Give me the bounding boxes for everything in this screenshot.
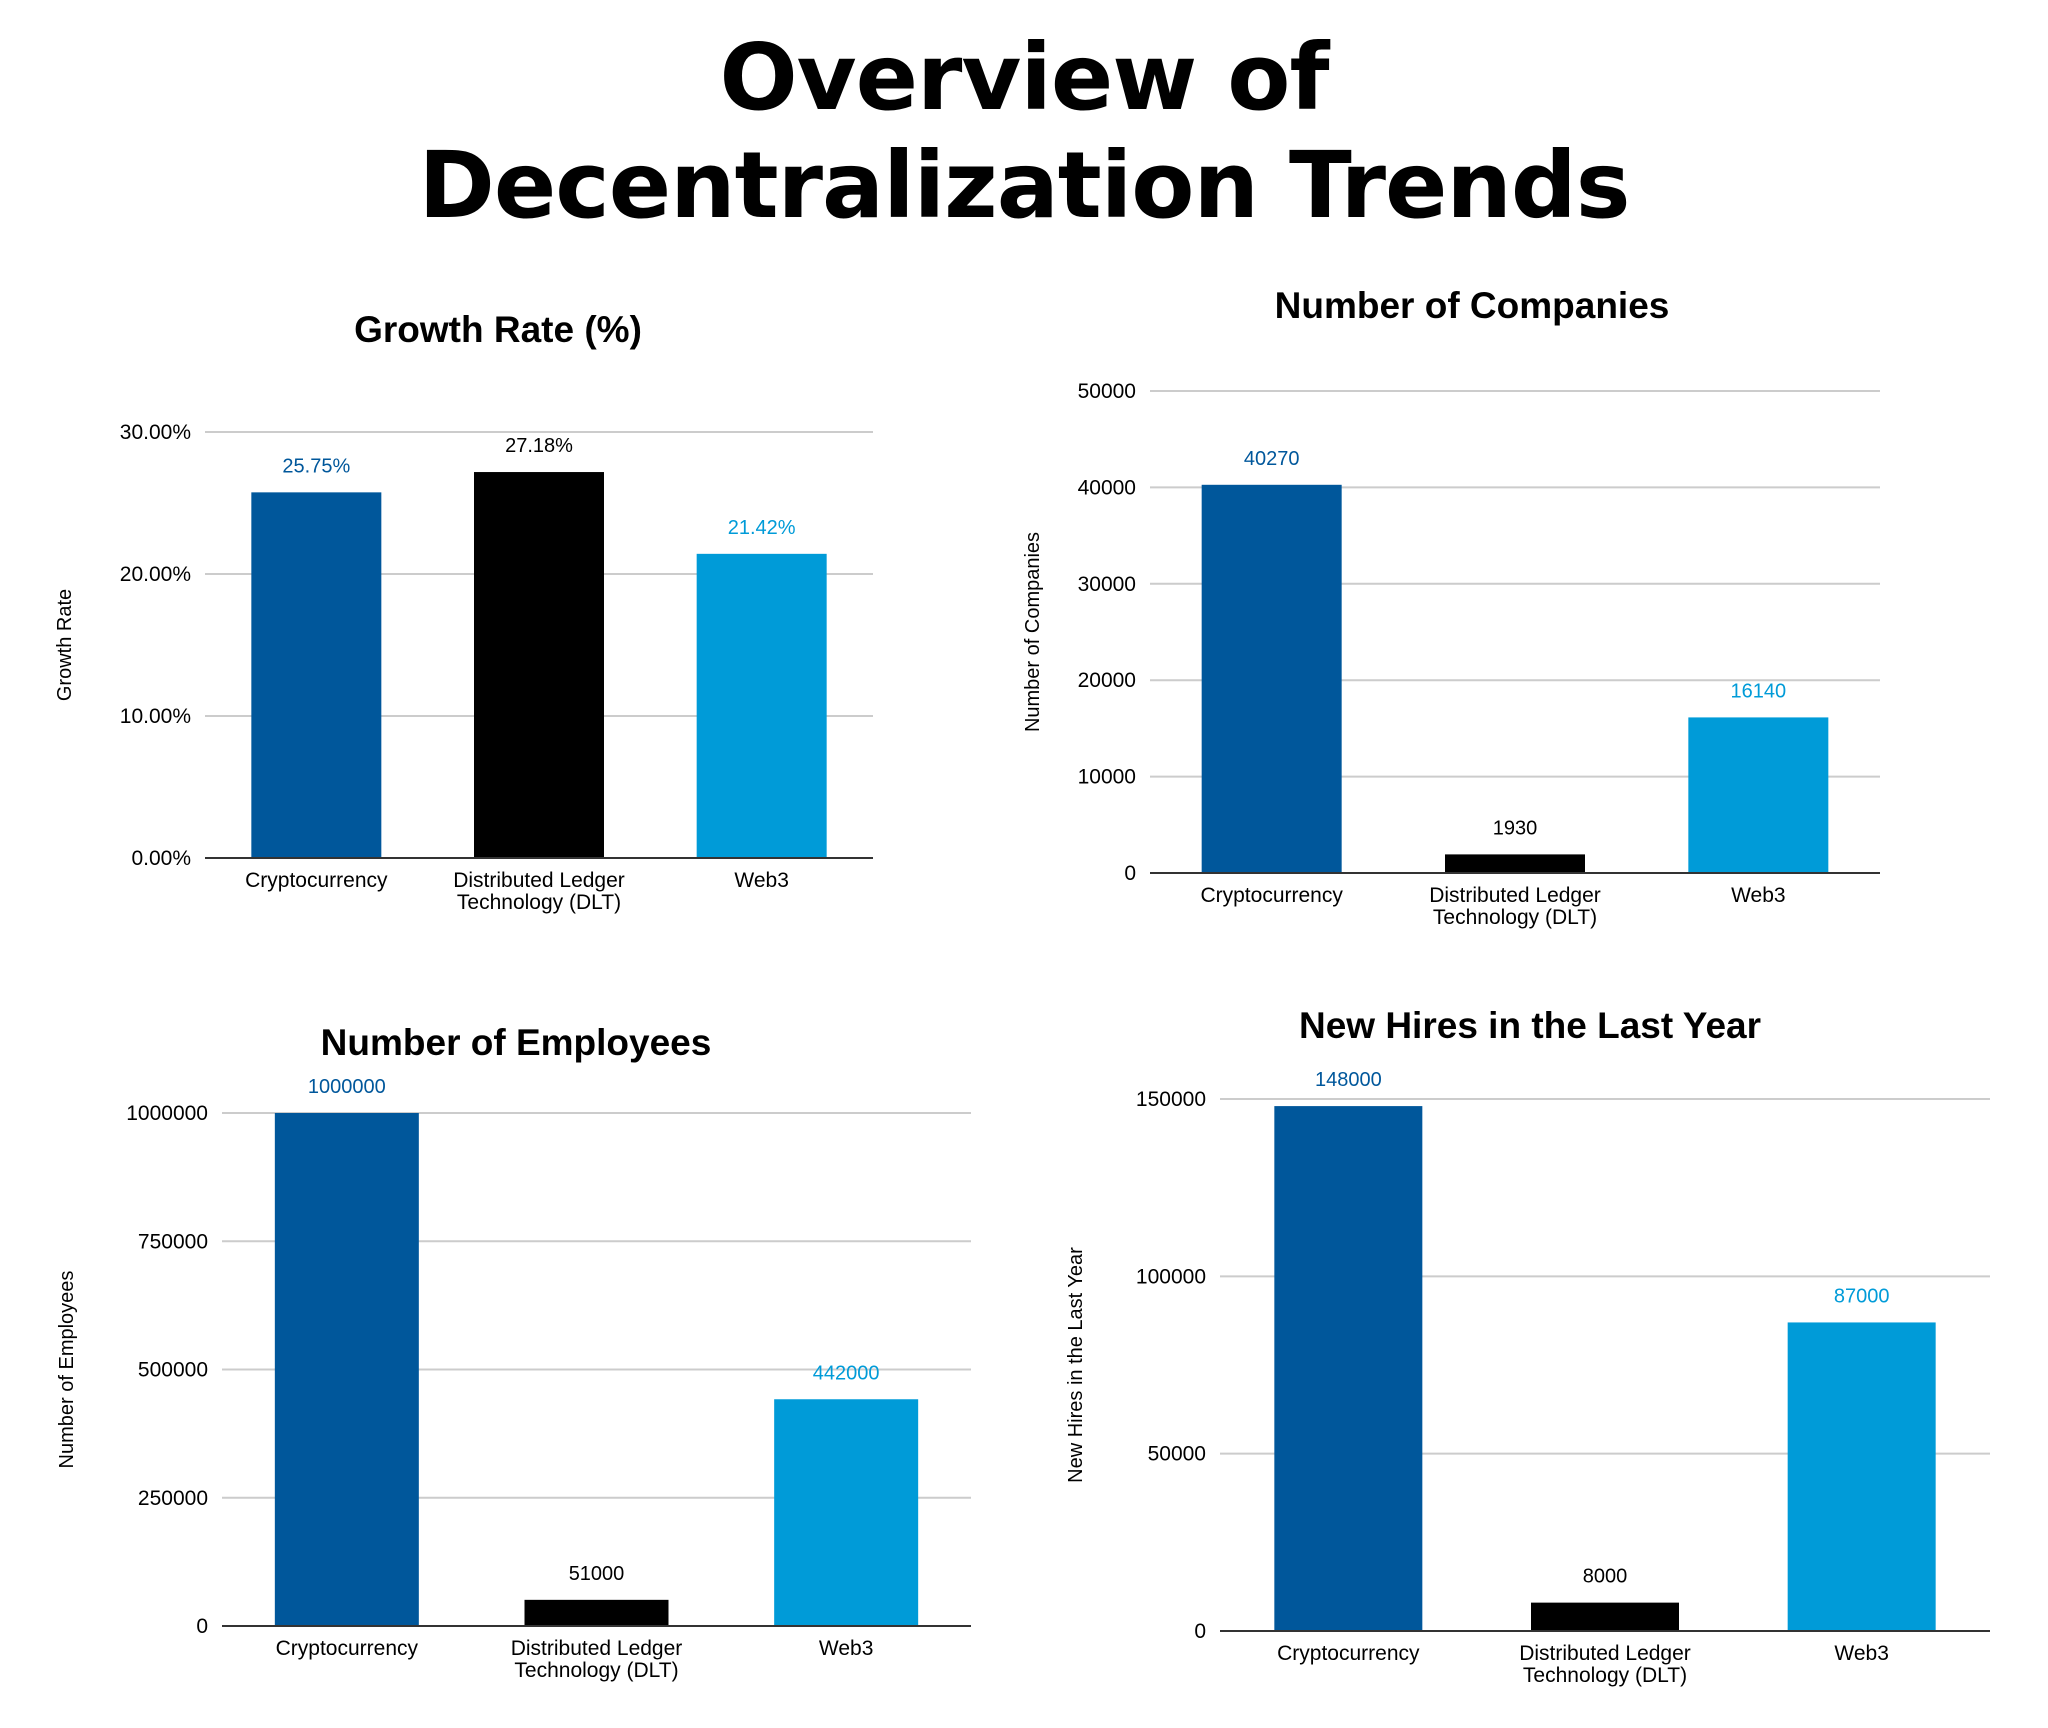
companies-bar <box>1688 717 1829 873</box>
new-hires-data-label: 148000 <box>1315 1069 1382 1091</box>
new-hires-y-tick-label: 150000 <box>1136 1088 1206 1111</box>
companies-y-tick-label: 20000 <box>1078 669 1136 692</box>
growth-rate-bar <box>251 492 382 858</box>
new-hires-data-label: 8000 <box>1583 1566 1628 1588</box>
companies-category-label: Cryptocurrency <box>1200 884 1343 907</box>
companies-y-tick-label: 10000 <box>1078 766 1136 789</box>
companies-chart-title: Number of Companies <box>1275 285 1670 326</box>
page-title-line-2: Decentralization Trends <box>418 132 1630 239</box>
employees-y-tick-label: 250000 <box>138 1487 208 1510</box>
new-hires-bar <box>1274 1106 1423 1631</box>
employees-data-label: 1000000 <box>308 1076 386 1098</box>
companies-bar <box>1445 854 1585 873</box>
employees-chart-title: Number of Employees <box>321 1022 712 1063</box>
companies-data-label: 16140 <box>1731 680 1787 702</box>
companies-category-label: Web3 <box>1731 884 1785 907</box>
companies-y-tick-label: 30000 <box>1078 573 1136 596</box>
new-hires-data-label: 87000 <box>1834 1285 1890 1307</box>
growth-rate-bar <box>474 472 604 858</box>
growth-rate-category-label: Cryptocurrency <box>245 869 388 892</box>
new-hires-bar <box>1531 1602 1679 1631</box>
companies-category-label: Distributed Ledger <box>1429 884 1601 907</box>
new-hires-chart-title: New Hires in the Last Year <box>1299 1005 1761 1046</box>
employees-y-tick-label: 500000 <box>138 1359 208 1382</box>
new-hires-category-label: Distributed Ledger <box>1519 1642 1691 1665</box>
growth-rate-y-tick-label: 20.00% <box>120 563 191 586</box>
employees-category-label: Cryptocurrency <box>276 1637 419 1660</box>
growth-rate-category-label: Distributed Ledger <box>453 869 625 892</box>
new-hires-category-label: Cryptocurrency <box>1277 1642 1420 1665</box>
new-hires-y-tick-label: 100000 <box>1136 1265 1206 1288</box>
new-hires-y-tick-label: 50000 <box>1148 1443 1206 1466</box>
growth-rate-data-label: 27.18% <box>505 435 573 457</box>
growth-rate-chart-title: Growth Rate (%) <box>354 309 642 350</box>
new-hires-y-tick-label: 0 <box>1194 1620 1206 1643</box>
growth-rate-y-tick-label: 10.00% <box>120 705 191 728</box>
page-title-line-1: Overview of <box>719 24 1329 131</box>
employees-y-axis-label: Number of Employees <box>56 1271 78 1469</box>
page-title: Overview of Decentralization Trends <box>0 24 2048 240</box>
companies-y-tick-label: 50000 <box>1078 380 1136 403</box>
employees-category-label: Distributed Ledger <box>511 1637 683 1660</box>
employees-y-tick-label: 0 <box>196 1615 208 1638</box>
growth-rate-y-axis-label: Growth Rate <box>54 589 76 701</box>
new-hires-y-axis-label: New Hires in the Last Year <box>1065 1247 1087 1483</box>
employees-data-label: 51000 <box>569 1563 625 1585</box>
growth-rate-category-label: Web3 <box>734 869 788 892</box>
employees-data-label: 442000 <box>813 1362 880 1384</box>
companies-category-label: Technology (DLT) <box>1433 906 1597 929</box>
new-hires-category-label: Technology (DLT) <box>1523 1664 1687 1687</box>
growth-rate-data-label: 25.75% <box>282 455 350 477</box>
companies-bar <box>1201 484 1342 873</box>
employees-y-tick-label: 750000 <box>138 1230 208 1253</box>
new-hires-bar <box>1787 1322 1936 1631</box>
employees-bar <box>774 1399 919 1626</box>
companies-y-tick-label: 0 <box>1124 862 1136 885</box>
growth-rate-data-label: 21.42% <box>728 517 796 539</box>
growth-rate-y-tick-label: 0.00% <box>131 847 191 870</box>
growth-rate-bar <box>696 553 827 858</box>
growth-rate-category-label: Technology (DLT) <box>457 891 621 914</box>
employees-bar <box>274 1113 419 1626</box>
employees-y-tick-label: 1000000 <box>126 1102 208 1125</box>
employees-category-label: Web3 <box>819 1637 873 1660</box>
companies-data-label: 1930 <box>1493 817 1538 839</box>
companies-data-label: 40270 <box>1244 448 1300 470</box>
companies-y-tick-label: 40000 <box>1078 476 1136 499</box>
companies-y-axis-label: Number of Companies <box>1022 532 1044 732</box>
employees-bar <box>524 1599 669 1626</box>
employees-category-label: Technology (DLT) <box>514 1659 678 1682</box>
growth-rate-y-tick-label: 30.00% <box>120 421 191 444</box>
new-hires-category-label: Web3 <box>1834 1642 1888 1665</box>
